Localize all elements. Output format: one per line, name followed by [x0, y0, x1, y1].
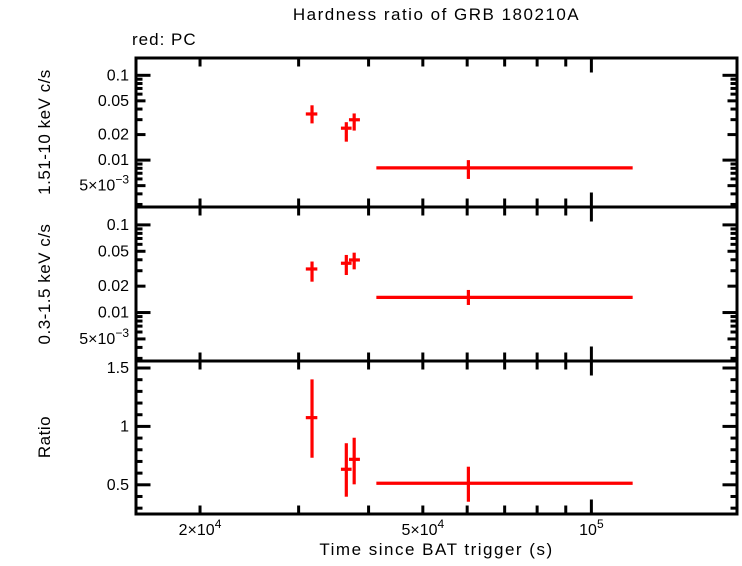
y-tick-label: 1.5 [107, 360, 129, 377]
panel-frame [134, 359, 739, 516]
panel-frame [134, 56, 739, 209]
y-tick-label: 0.01 [98, 152, 129, 169]
y-tick-label: 0.1 [107, 217, 129, 234]
y-tick-label: 0.1 [107, 67, 129, 84]
y-tick-label: 0.02 [98, 278, 129, 295]
x-tick-label: 5×104 [401, 517, 444, 539]
mode-legend-note: red: PC [132, 30, 197, 49]
x-tick-label: 2×104 [179, 517, 222, 539]
y-tick-label: 0.05 [98, 243, 129, 260]
y-tick-label: 0.01 [98, 305, 129, 322]
y-tick-label: 5×10−3 [79, 326, 129, 348]
chart-title: Hardness ratio of GRB 180210A [292, 5, 581, 24]
y-tick-label: 5×10−3 [79, 173, 129, 195]
panel-frame [134, 205, 739, 363]
y-tick-label: 0.02 [98, 127, 129, 144]
x-tick-label: 105 [579, 517, 604, 539]
y-tick-label: 1 [120, 418, 129, 435]
x-axis-label: Time since BAT trigger (s) [319, 540, 554, 559]
y-tick-label: 0.5 [107, 477, 129, 494]
y-axis-label-ratio: Ratio [35, 415, 54, 459]
y-tick-label: 0.05 [98, 93, 129, 110]
